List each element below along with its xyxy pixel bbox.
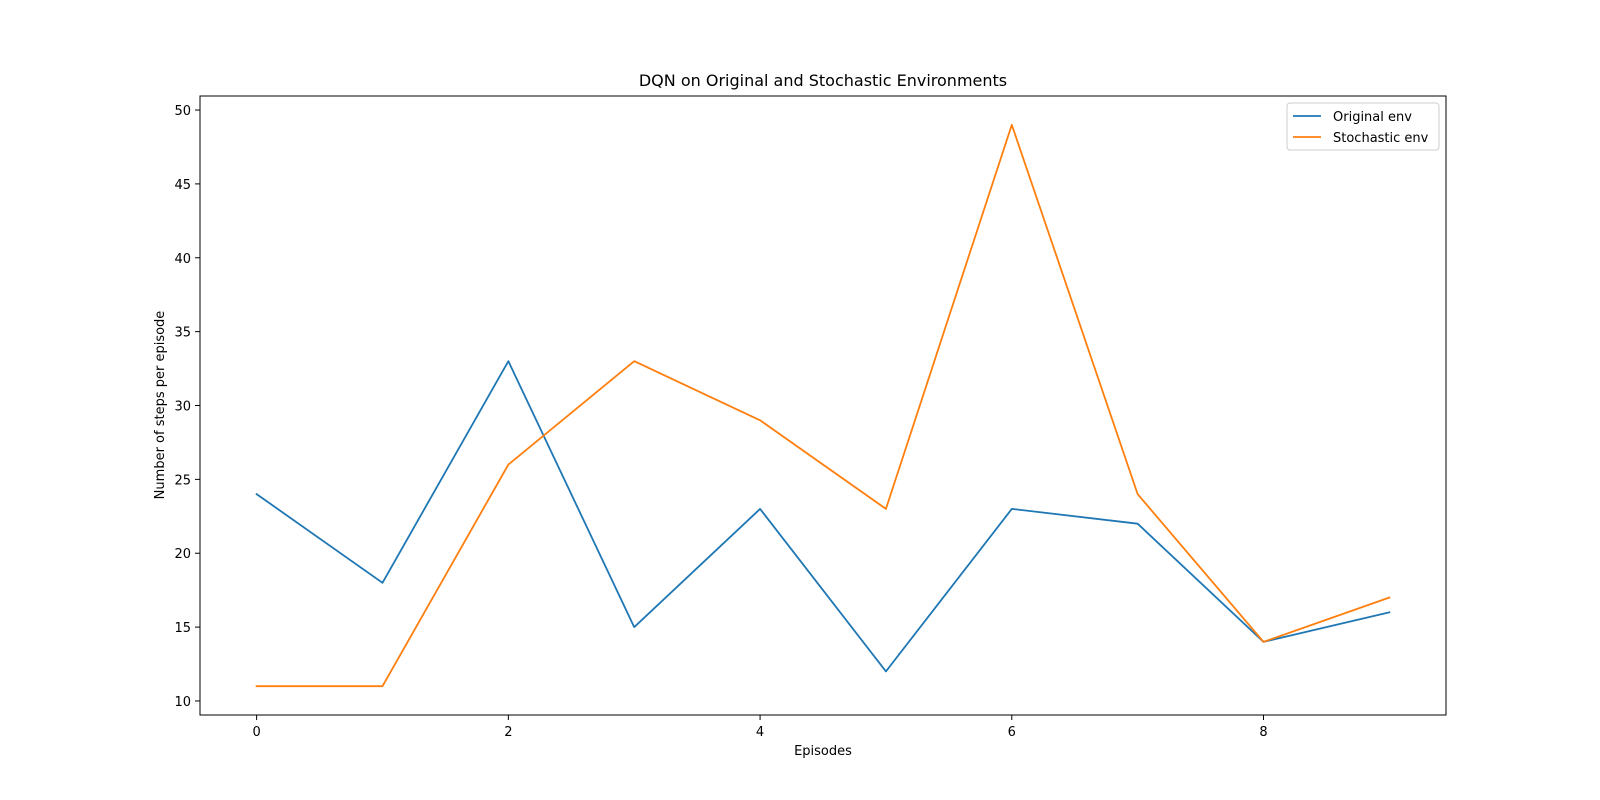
y-tick-label: 15 <box>174 621 191 636</box>
y-tick-label: 10 <box>174 695 191 710</box>
y-tick-label: 35 <box>174 326 191 341</box>
y-tick-label: 25 <box>174 473 191 488</box>
legend-box <box>1286 102 1440 151</box>
x-tick-label: 2 <box>504 725 512 740</box>
x-axis-title: Episodes <box>794 744 852 759</box>
plot-area <box>255 123 1391 688</box>
chart-title: DQN on Original and Stochastic Environme… <box>639 71 1007 90</box>
x-tick-label: 8 <box>1259 725 1267 740</box>
y-tick-label: 45 <box>174 178 191 193</box>
legend-label: Original env <box>1333 110 1412 125</box>
series-line-stochastic-env <box>255 123 1391 688</box>
y-tick-label: 30 <box>174 400 191 415</box>
y-axis-title: Number of steps per episode <box>153 311 168 500</box>
x-tick-label: 0 <box>252 725 260 740</box>
y-tick-label: 20 <box>174 547 191 562</box>
y-tick-label: 40 <box>174 252 191 267</box>
legend-label: Stochastic env <box>1333 131 1429 146</box>
legend: Original env Stochastic env <box>1286 102 1440 151</box>
y-axis: 10 15 20 25 30 35 40 45 50 <box>174 104 200 710</box>
x-axis: 0 2 4 6 8 <box>252 715 1268 740</box>
y-tick-label: 50 <box>174 104 191 119</box>
x-tick-label: 4 <box>756 725 764 740</box>
series-line-original-env <box>255 360 1391 673</box>
x-tick-label: 6 <box>1008 725 1016 740</box>
